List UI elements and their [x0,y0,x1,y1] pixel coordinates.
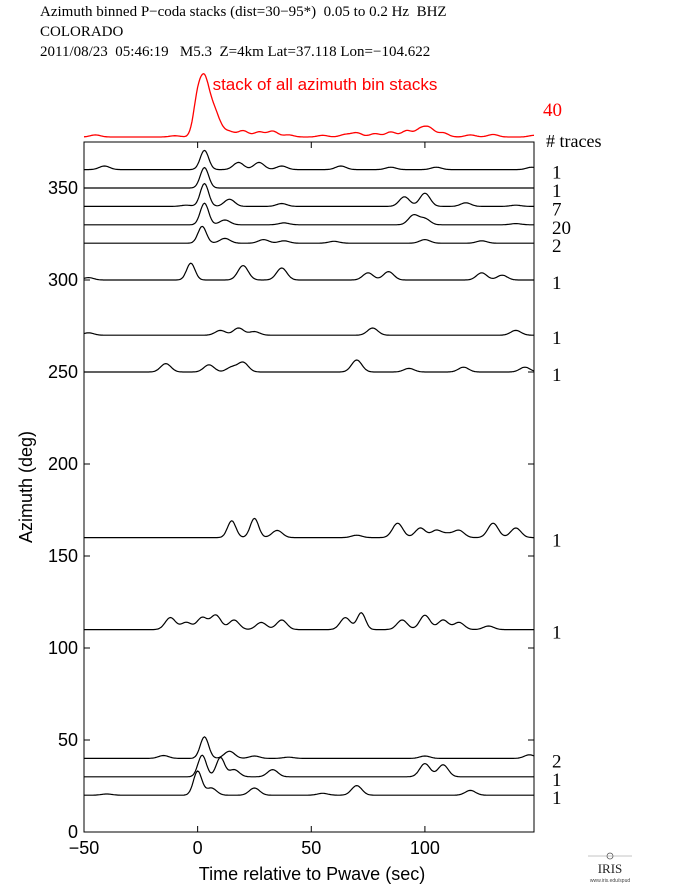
y-tick-label: 50 [58,730,78,750]
x-axis-label: Time relative to Pwave (sec) [199,864,425,884]
chart-title-line2: COLORADO [40,24,124,40]
azimuth-trace-330 [84,202,534,226]
x-tick-label: 0 [193,838,203,858]
summary-stack-count: 40 [543,100,562,121]
azimuth-trace-320 [84,225,534,244]
azimuth-trace-40 [84,736,535,759]
azimuth-trace-30 [84,754,534,778]
y-tick-label: 100 [48,638,78,658]
iris-logo-text: IRIS [598,861,623,876]
trace-count-340: 7 [552,199,562,220]
trace-count-320: 2 [552,236,562,257]
azimuth-trace-270 [83,327,534,336]
trace-count-250: 1 [552,365,562,386]
y-tick-label: 250 [48,362,78,382]
chart-title-line3: 2011/08/23 05:46:19 M5.3 Z=4km Lat=37.11… [40,44,431,60]
azimuth-trace-300 [83,262,534,281]
trace-count-300: 1 [552,273,562,294]
trace-count-110: 1 [552,623,562,644]
x-tick-label: −50 [69,838,100,858]
y-tick-label: 200 [48,454,78,474]
y-tick-label: 350 [48,178,78,198]
azimuth-trace-160 [84,517,534,539]
chart-title-line1: Azimuth binned P−coda stacks (dist=30−95… [40,4,447,20]
azimuth-trace-110 [84,612,534,631]
trace-count-350: 1 [552,181,562,202]
y-tick-label: 150 [48,546,78,566]
azimuth-trace-350 [84,166,534,189]
y-tick-label: 300 [48,270,78,290]
plot-frame [83,141,535,833]
y-axis-label: Azimuth (deg) [16,431,36,543]
trace-count-160: 1 [552,531,562,552]
iris-logo: IRIS www.iris.edu/spud [588,852,632,884]
x-tick-label: 50 [301,838,321,858]
y-tick-label: 0 [68,822,78,842]
azimuth-trace-340 [84,182,534,207]
trace-count-330: 20 [552,218,571,239]
azimuth-trace-360 [84,149,535,171]
summary-stack-label: stack of all azimuth bin stacks [213,75,438,94]
trace-count-360: 1 [552,163,562,184]
trace-count-20: 1 [552,788,562,809]
azimuth-trace-20 [84,770,534,796]
x-tick-label: 100 [410,838,440,858]
iris-logo-subtext: www.iris.edu/spud [590,878,631,884]
azimuth-trace-250 [84,359,535,373]
trace-count-30: 1 [552,770,562,791]
trace-count-40: 2 [552,751,562,772]
summary-stack-trace [83,72,535,138]
trace-count-header: # traces [546,131,601,151]
trace-count-270: 1 [552,328,562,349]
